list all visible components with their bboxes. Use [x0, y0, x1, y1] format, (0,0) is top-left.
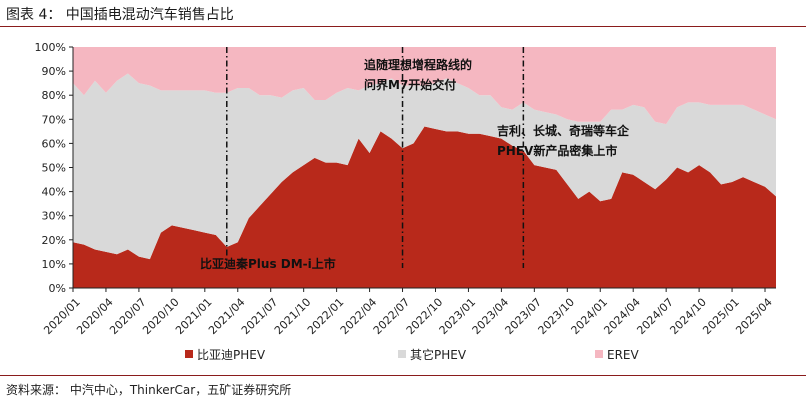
area-series-2 — [73, 47, 776, 125]
annotation-text: 比亚迪秦Plus DM-i上市 — [200, 256, 336, 271]
y-tick-label: 70% — [42, 113, 66, 126]
annotation-text: 问界M7开始交付 — [364, 77, 456, 92]
y-tick-label: 0% — [49, 282, 66, 295]
y-tick-label: 50% — [42, 162, 66, 175]
legend: 比亚迪PHEV 其它PHEV EREV — [185, 347, 640, 362]
y-tick-label: 100% — [35, 41, 66, 54]
source-note: 资料来源： 中汽中心，ThinkerCar，五矿证券研究所 — [6, 383, 292, 397]
x-tick-label: 2025/04 — [733, 296, 775, 338]
legend-label: 比亚迪PHEV — [197, 348, 266, 362]
event-lines-group — [226, 47, 525, 268]
y-tick-label: 90% — [42, 65, 66, 78]
area-series-group — [73, 47, 776, 288]
y-tick-label: 30% — [42, 210, 66, 223]
figure-title: 图表 4： 中国插电混动汽车销售占比 — [6, 7, 234, 23]
annotation-text: 追随理想增程路线的 — [364, 57, 472, 72]
legend-swatch — [595, 350, 603, 358]
source-divider — [0, 375, 806, 376]
annotation-text: 吉利、长城、奇瑞等车企 — [497, 123, 630, 138]
area-series-1 — [73, 73, 776, 260]
legend-swatch — [398, 350, 406, 358]
annotation-text: PHEV新产品密集上市 — [497, 143, 617, 158]
legend-label: 其它PHEV — [410, 347, 467, 362]
legend-swatch — [185, 350, 193, 358]
title-divider — [0, 26, 806, 27]
y-tick-label: 80% — [42, 89, 66, 102]
y-tick-label: 10% — [42, 258, 66, 271]
legend-label: EREV — [607, 348, 640, 362]
area-series-0 — [73, 126, 776, 288]
y-tick-label: 40% — [42, 186, 66, 199]
y-tick-label: 20% — [42, 234, 66, 247]
annotations-group: 比亚迪秦Plus DM-i上市 追随理想增程路线的问界M7开始交付吉利、长城、奇瑞… — [200, 57, 630, 271]
y-tick-label: 60% — [42, 137, 66, 150]
